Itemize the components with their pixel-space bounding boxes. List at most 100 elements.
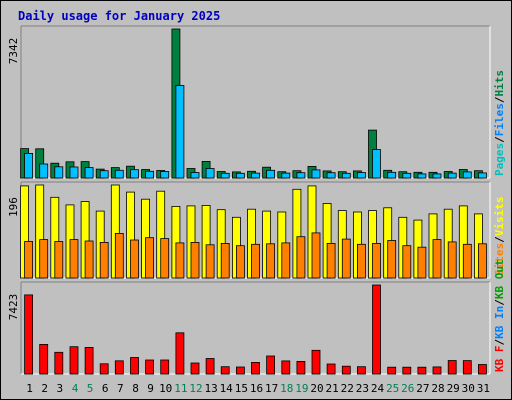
x-tick-label-24: 24 [371,382,385,395]
bar-sites-day-19 [296,236,306,279]
bar-kb-f-day-11 [175,332,185,375]
bar-sites-day-25 [387,240,397,279]
bar-sites-day-23 [356,243,366,279]
bar-kb-f-day-13 [205,358,215,375]
x-axis-labels: 1 2 3 4 5 6 7 8 9 10 11 12 13 14 15 16 17 18 19 20 21 22 23 24 2… [26,382,490,395]
bar-sites-day-13 [205,244,215,279]
legend-separator: / [493,236,506,243]
bar-kb-f-day-25 [387,366,397,375]
bar-kb-f-day-19 [296,360,306,375]
panel-background [21,26,490,178]
x-tick-label-29: 29 [447,382,460,395]
legend-separator: / [493,96,506,103]
legend-entry: KB In [493,306,506,339]
bar-kb-f-day-16 [251,361,260,375]
bar-sites-day-28 [432,239,442,279]
bar-kb-f-day-17 [266,355,276,375]
panel-visits-sites: 196 Sites/Visits [7,181,506,279]
x-tick-label-19: 19 [295,382,308,395]
x-tick-label-28: 28 [431,382,444,395]
x-tick-label-31: 31 [477,382,490,395]
bar-files-day-28 [432,173,442,179]
bar-sites-day-21 [326,242,336,279]
bar-files-day-21 [326,172,336,179]
bar-kb-f-day-4 [69,346,79,375]
bar-sites-day-8 [130,239,139,279]
bar-sites-day-10 [160,238,170,279]
bar-files-day-20 [311,169,321,179]
x-tick-label-15: 15 [235,382,248,395]
x-tick-label-27: 27 [416,382,429,395]
bar-files-day-31 [477,172,487,179]
bar-files-day-2 [39,163,49,179]
bar-files-day-7 [114,169,124,179]
x-tick-label-6: 6 [102,382,109,395]
bar-files-day-1 [24,152,34,179]
panel-background [21,282,490,374]
legend-entry: KB Out [493,259,506,299]
panel-max-label: 7342 [7,38,20,65]
legend-entry: Pages [493,143,506,176]
bar-kb-f-day-26 [402,366,412,375]
x-tick-label-21: 21 [325,382,338,395]
x-tick-label-30: 30 [462,382,475,395]
bar-kb-f-day-20 [311,349,321,375]
x-tick-label-2: 2 [41,382,48,395]
legend-separator: / [493,136,506,143]
x-tick-label-10: 10 [159,382,172,395]
bar-files-day-11 [175,85,185,179]
bar-kb-f-day-21 [326,363,336,375]
x-tick-label-23: 23 [356,382,369,395]
legend-entry: Visits [493,197,506,237]
bar-sites-day-1 [24,241,34,279]
bar-kb-f-day-30 [462,360,472,375]
legend-separator: / [493,339,506,346]
x-tick-label-25: 25 [386,382,399,395]
bar-sites-day-9 [145,237,155,279]
bar-sites-day-31 [477,243,487,279]
bar-sites-day-22 [341,238,351,279]
bar-kb-f-day-5 [84,346,94,375]
x-tick-label-7: 7 [117,382,124,395]
bar-files-day-9 [145,170,155,179]
bar-kb-f-day-23 [356,366,366,375]
x-tick-label-8: 8 [132,382,139,395]
bar-files-day-13 [205,168,215,179]
bar-files-day-30 [462,171,472,179]
bar-sites-day-11 [175,242,185,279]
panel-legend: Sites/Visits [493,197,506,277]
bar-sites-day-2 [39,239,49,279]
panel-max-label: 7423 [7,294,20,321]
bar-kb-f-day-7 [114,360,124,375]
bar-kb-f-day-6 [99,363,109,375]
x-tick-label-14: 14 [220,382,234,395]
bar-sites-day-20 [311,232,321,279]
bar-kb-f-day-2 [39,343,49,375]
bar-files-day-18 [281,172,291,179]
x-tick-label-13: 13 [204,382,217,395]
bar-files-day-16 [251,172,260,179]
x-tick-label-16: 16 [250,382,263,395]
bar-files-day-25 [387,171,397,179]
bar-files-day-6 [99,170,109,179]
x-tick-label-20: 20 [310,382,323,395]
bar-kb-f-day-10 [160,359,170,375]
x-tick-label-11: 11 [174,382,187,395]
legend-entry: Files [493,103,506,136]
bar-files-day-22 [341,172,351,179]
legend-separator: / [493,299,506,306]
bar-kb-f-day-3 [54,351,64,375]
bar-kb-f-day-24 [372,284,381,375]
bar-kb-f-day-22 [341,365,351,375]
bar-files-day-17 [266,169,276,179]
bar-kb-f-day-31 [477,364,487,375]
bar-files-day-23 [356,172,366,179]
bar-sites-day-14 [220,242,230,279]
x-tick-label-18: 18 [280,382,293,395]
bar-files-day-8 [130,169,139,179]
x-tick-label-5: 5 [87,382,94,395]
chart-title: Daily usage for January 2025 [18,9,220,23]
